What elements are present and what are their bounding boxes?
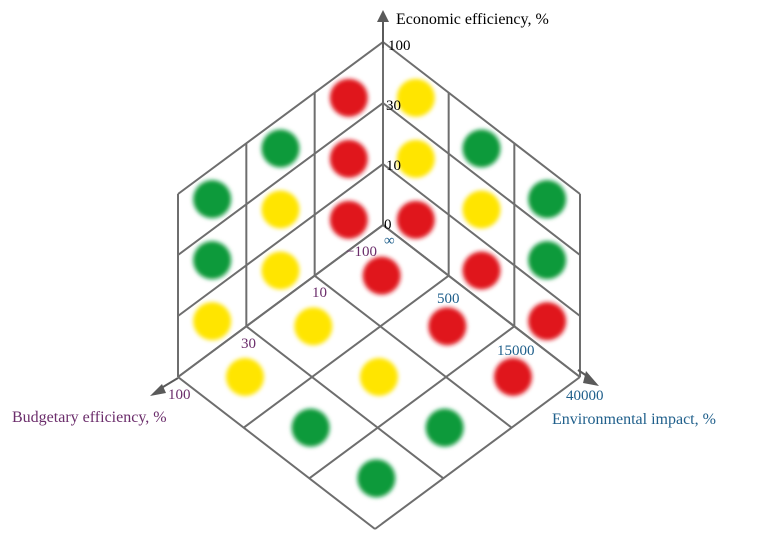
left-face-dot-yellow <box>193 302 232 341</box>
right-face-dot-yellow <box>396 78 435 117</box>
right-face-dot-green <box>462 129 501 168</box>
right-face-dot-yellow <box>396 139 435 178</box>
floor-dot-green <box>291 408 330 447</box>
left-face-dot-green <box>193 241 232 280</box>
left-wall-grid-line <box>177 163 384 317</box>
left-face-dot-red <box>329 139 368 178</box>
right-face-dot-red <box>396 200 435 239</box>
floor-grid-line <box>382 224 581 378</box>
budgetary-tick-100: 100 <box>168 387 191 403</box>
floor-dot-yellow <box>226 358 264 396</box>
right-wall-grid-line <box>382 163 581 317</box>
right-face-dot-green <box>528 241 567 280</box>
floor-dot-green <box>425 408 464 447</box>
environmental-tick-40000: 40000 <box>566 388 604 404</box>
economic-axis-arrow-icon <box>377 10 389 22</box>
floor-grid-line <box>177 376 376 530</box>
environmental-tick-infinity: ∞ <box>384 233 395 249</box>
budgetary-tick-30: 30 <box>241 336 256 352</box>
left-wall-grid-line <box>177 41 384 195</box>
environmental-axis-arrow-icon <box>583 371 599 386</box>
budgetary-axis-title: Budgetary efficiency, % <box>12 409 167 426</box>
floor-grid-line <box>374 376 581 530</box>
budgetary-tick-minus100: −100 <box>346 244 377 260</box>
economic-tick-100: 100 <box>388 38 411 54</box>
right-face-dot-red <box>462 251 501 290</box>
left-face-dot-green <box>261 129 300 168</box>
economic-tick-0: 0 <box>384 217 392 233</box>
left-face-dot-yellow <box>261 190 300 229</box>
floor-dot-yellow <box>294 307 333 346</box>
floor-grid-line <box>245 325 444 480</box>
left-face-dot-green <box>193 180 232 219</box>
economic-axis-title: Economic efficiency, % <box>396 11 549 28</box>
floor-dot-green <box>357 459 396 498</box>
left-face-dot-yellow <box>261 251 300 290</box>
floor-grid-line <box>177 224 384 378</box>
floor-dot-yellow <box>360 358 398 396</box>
left-face-dot-red <box>329 200 368 239</box>
economic-tick-10: 10 <box>386 158 401 174</box>
floor-grid-line <box>243 274 450 429</box>
right-face-dot-yellow <box>462 190 501 229</box>
right-face-dot-green <box>528 180 567 219</box>
left-wall-grid-line <box>177 102 384 256</box>
grid-layer <box>177 41 581 530</box>
environmental-tick-500: 500 <box>437 291 460 307</box>
budgetary-tick-10: 10 <box>312 285 327 301</box>
environmental-axis-title: Environmental impact, % <box>552 411 716 428</box>
dots-layer <box>193 78 567 498</box>
floor-dot-red <box>362 256 401 295</box>
floor-dot-red <box>428 307 467 346</box>
floor-dot-red <box>494 358 532 396</box>
right-wall-grid-line <box>382 41 581 195</box>
floor-grid-line <box>314 274 513 429</box>
budgetary-axis-arrow-icon <box>150 384 166 396</box>
environmental-tick-15000: 15000 <box>497 343 535 359</box>
left-face-dot-red <box>329 78 368 117</box>
economic-tick-30: 30 <box>386 98 401 114</box>
right-wall-grid-line <box>382 102 581 256</box>
floor-grid-line <box>308 325 515 480</box>
right-face-dot-red <box>528 302 567 341</box>
